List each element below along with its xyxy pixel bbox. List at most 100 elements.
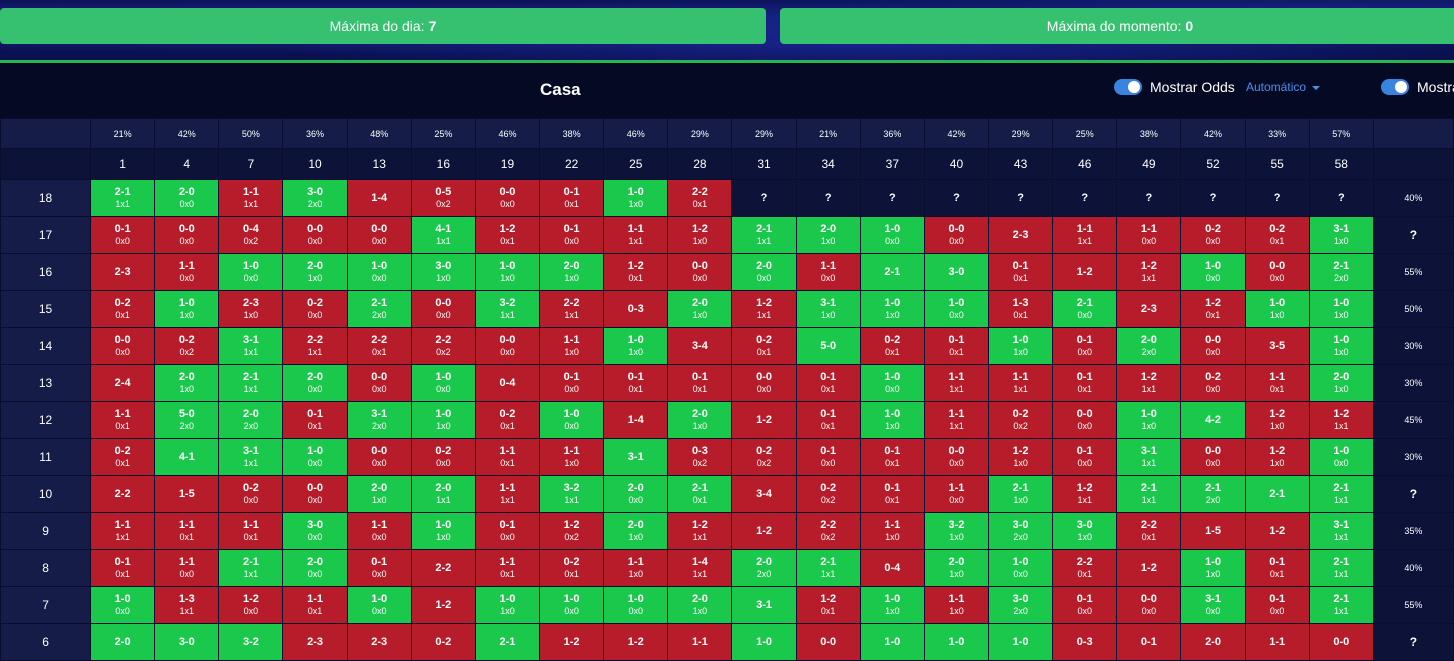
result-cell[interactable]: 1-1 1x1 xyxy=(474,475,541,513)
result-cell[interactable]: 0-1 0x0 xyxy=(90,216,156,254)
result-cell[interactable]: 2-0 0x0 xyxy=(731,253,797,291)
result-cell[interactable]: 3-0 1x0 xyxy=(410,253,476,291)
result-cell[interactable]: 1-2 xyxy=(1052,253,1118,291)
result-cell[interactable]: 2-0 1x0 xyxy=(346,475,412,513)
result-cell[interactable]: 1-0 0x0 xyxy=(1308,438,1374,476)
result-cell[interactable]: 0-2 0x0 xyxy=(410,438,476,476)
result-cell[interactable]: 0-2 0x1 xyxy=(90,290,156,328)
result-cell[interactable]: 0-0 0x0 xyxy=(474,327,541,365)
result-cell[interactable]: 1-1 1x0 xyxy=(859,512,925,550)
result-cell[interactable]: 2-0 xyxy=(1180,623,1246,661)
result-cell[interactable]: 4-1 xyxy=(154,438,220,476)
result-cell[interactable]: 0-0 0x0 xyxy=(667,253,733,291)
result-cell[interactable]: ? xyxy=(731,179,797,217)
result-cell[interactable]: 1-5 xyxy=(154,475,220,513)
result-cell[interactable]: 2-1 1x1 xyxy=(1308,475,1374,513)
result-cell[interactable]: 2-0 1x0 xyxy=(154,364,220,402)
result-cell[interactable]: 0-1 0x1 xyxy=(988,253,1054,291)
result-cell[interactable]: 2-2 xyxy=(410,549,476,587)
result-cell[interactable]: 1-1 1x0 xyxy=(539,327,605,365)
result-cell[interactable]: 2-0 1x0 xyxy=(603,512,669,550)
result-cell[interactable]: 2-0 1x0 xyxy=(539,253,605,291)
result-cell[interactable]: 0-2 0x2 xyxy=(795,475,861,513)
result-cell[interactable]: 2-2 1x1 xyxy=(539,290,605,328)
result-cell[interactable]: 0-1 0x0 xyxy=(1052,327,1118,365)
result-cell[interactable]: 0-4 xyxy=(474,364,541,402)
result-cell[interactable]: 0-2 0x2 xyxy=(154,327,220,365)
result-cell[interactable]: 1-1 0x1 xyxy=(1244,364,1310,402)
result-cell[interactable]: 0-0 xyxy=(795,623,861,661)
result-cell[interactable]: 3-4 xyxy=(667,327,733,365)
result-cell[interactable]: 1-0 xyxy=(859,623,925,661)
result-cell[interactable]: 0-3 xyxy=(1052,623,1118,661)
result-cell[interactable]: 0-2 0x0 xyxy=(1180,216,1246,254)
mode-dropdown[interactable]: Automático xyxy=(1246,80,1321,94)
result-cell[interactable]: 1-0 xyxy=(731,623,797,661)
result-cell[interactable]: 1-2 xyxy=(731,512,797,550)
result-cell[interactable]: 2-0 1x0 xyxy=(667,290,733,328)
result-cell[interactable]: 0-2 xyxy=(410,623,476,661)
result-cell[interactable]: 0-0 0x0 xyxy=(154,216,220,254)
result-cell[interactable]: 1-1 1x1 xyxy=(90,512,156,550)
result-cell[interactable]: 2-0 0x0 xyxy=(282,549,348,587)
result-cell[interactable]: 0-2 0x1 xyxy=(474,401,541,439)
result-cell[interactable]: 1-2 1x1 xyxy=(1052,475,1118,513)
result-cell[interactable]: 0-1 0x1 xyxy=(859,475,925,513)
result-cell[interactable]: 3-2 1x1 xyxy=(474,290,541,328)
result-cell[interactable]: 1-0 0x0 xyxy=(90,586,156,624)
result-cell[interactable]: 3-4 xyxy=(731,475,797,513)
result-cell[interactable]: 0-0 0x0 xyxy=(1180,327,1246,365)
result-cell[interactable]: 1-0 1x0 xyxy=(1244,290,1310,328)
result-cell[interactable]: 0-0 0x0 xyxy=(282,475,348,513)
result-cell[interactable]: 1-0 0x0 xyxy=(603,586,669,624)
show-odds-toggle-2[interactable] xyxy=(1381,79,1409,95)
result-cell[interactable]: 0-2 0x1 xyxy=(859,327,925,365)
result-cell[interactable]: 0-0 0x0 xyxy=(90,327,156,365)
result-cell[interactable]: 1-0 1x0 xyxy=(1308,327,1374,365)
result-cell[interactable]: 1-1 0x1 xyxy=(282,586,348,624)
result-cell[interactable]: 1-2 1x1 xyxy=(667,512,733,550)
result-cell[interactable]: 0-2 0x1 xyxy=(539,549,605,587)
result-cell[interactable]: 3-1 1x1 xyxy=(218,438,284,476)
result-cell[interactable]: 1-1 0x1 xyxy=(90,401,156,439)
result-cell[interactable]: 1-0 xyxy=(923,623,990,661)
result-cell[interactable]: ? xyxy=(1244,179,1310,217)
result-cell[interactable]: 1-0 1x0 xyxy=(859,290,925,328)
result-cell[interactable]: 2-2 0x1 xyxy=(346,327,412,365)
result-cell[interactable]: 1-2 1x1 xyxy=(1116,364,1182,402)
result-cell[interactable]: 1-1 1x1 xyxy=(218,179,284,217)
result-cell[interactable]: 0-0 0x0 xyxy=(474,179,541,217)
result-cell[interactable]: 1-0 0x0 xyxy=(218,253,284,291)
result-cell[interactable]: 0-0 0x0 xyxy=(410,290,476,328)
result-cell[interactable]: 2-2 xyxy=(90,475,156,513)
result-cell[interactable]: 1-2 1x1 xyxy=(1308,401,1374,439)
result-cell[interactable]: 0-0 0x0 xyxy=(346,364,412,402)
result-cell[interactable]: 1-0 0x0 xyxy=(346,586,412,624)
result-cell[interactable]: 3-1 1x0 xyxy=(1308,216,1374,254)
result-cell[interactable]: 2-0 1x0 xyxy=(923,549,990,587)
result-cell[interactable]: 3-2 1x1 xyxy=(539,475,605,513)
result-cell[interactable]: 2-2 0x1 xyxy=(667,179,733,217)
result-cell[interactable]: 3-1 1x1 xyxy=(1308,512,1374,550)
result-cell[interactable]: 5-0 2x0 xyxy=(154,401,220,439)
result-cell[interactable]: 0-4 xyxy=(859,549,925,587)
result-cell[interactable]: 1-0 1x0 xyxy=(154,290,220,328)
result-cell[interactable]: 3-1 0x0 xyxy=(1180,586,1246,624)
result-cell[interactable]: 0-2 0x1 xyxy=(731,327,797,365)
result-cell[interactable]: 0-1 0x1 xyxy=(1244,549,1310,587)
result-cell[interactable]: 3-0 2x0 xyxy=(282,179,348,217)
result-cell[interactable]: 1-0 0x0 xyxy=(859,216,925,254)
result-cell[interactable]: 1-2 0x2 xyxy=(539,512,605,550)
result-cell[interactable]: 2-0 1x0 xyxy=(667,401,733,439)
result-cell[interactable]: 0-0 0x0 xyxy=(1244,253,1310,291)
result-cell[interactable]: 0-1 0x1 xyxy=(539,179,605,217)
result-cell[interactable]: 1-1 1x1 xyxy=(988,364,1054,402)
result-cell[interactable]: 1-2 0x1 xyxy=(1180,290,1246,328)
result-cell[interactable]: ? xyxy=(1180,179,1246,217)
result-cell[interactable]: 1-1 1x0 xyxy=(923,586,990,624)
result-cell[interactable]: 1-1 xyxy=(667,623,733,661)
result-cell[interactable]: 1-2 xyxy=(410,586,476,624)
result-cell[interactable]: 2-1 1x1 xyxy=(1308,549,1374,587)
result-cell[interactable]: 2-1 1x1 xyxy=(1308,586,1374,624)
result-cell[interactable]: 0-2 0x2 xyxy=(731,438,797,476)
